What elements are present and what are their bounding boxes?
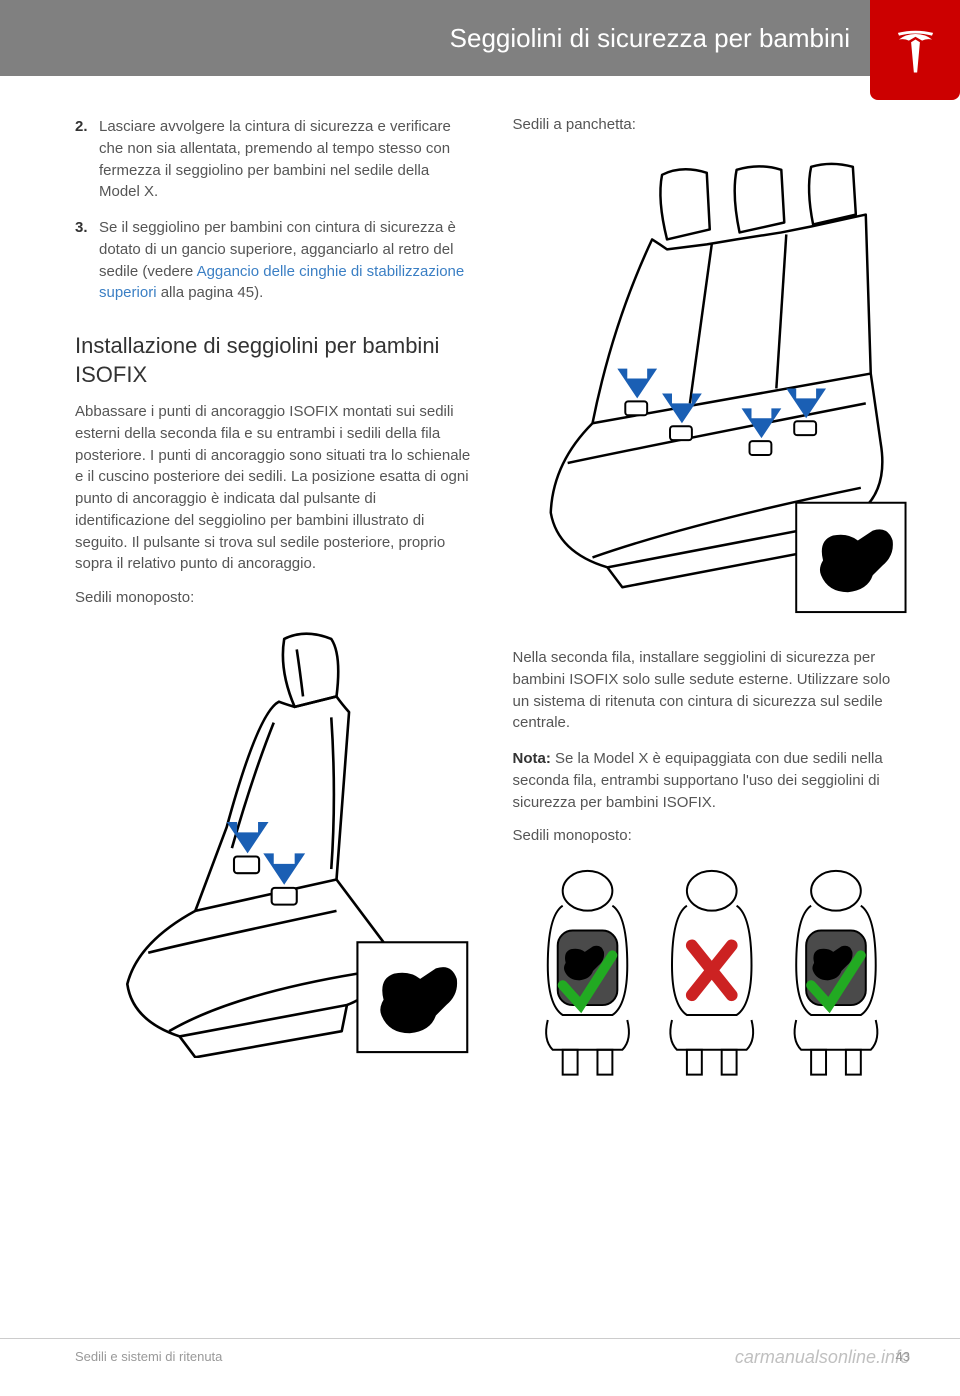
single-seat-illustration bbox=[75, 618, 472, 1057]
list-item-2: 2. Lasciare avvolgere la cintura di sicu… bbox=[75, 116, 473, 203]
header-bar: Seggiolini di sicurezza per bambini bbox=[0, 0, 960, 76]
tesla-logo-badge bbox=[870, 0, 960, 100]
left-column: 2. Lasciare avvolgere la cintura di sicu… bbox=[75, 116, 473, 1120]
caption-monoposto-left: Sedili monoposto: bbox=[75, 589, 473, 606]
list-number-3: 3. bbox=[75, 217, 99, 304]
list-text-3: Se il seggiolino per bambini con cintura… bbox=[99, 217, 473, 304]
three-seats-illustration bbox=[513, 856, 911, 1095]
bench-seat-illustration bbox=[513, 145, 911, 622]
tesla-logo-icon bbox=[888, 23, 943, 78]
watermark: carmanualsonline.info bbox=[735, 1347, 910, 1368]
note-model-x: Nota: Se la Model X è equipaggiata con d… bbox=[513, 748, 911, 813]
note-label: Nota: bbox=[513, 750, 556, 767]
list-number-2: 2. bbox=[75, 116, 99, 203]
figure-single-seat bbox=[75, 618, 473, 1062]
figure-three-seats bbox=[513, 856, 911, 1100]
heading-isofix: Installazione di seggiolini per bambini … bbox=[75, 332, 473, 389]
page-title: Seggiolini di sicurezza per bambini bbox=[450, 23, 850, 54]
isofix-second-row: Nella seconda fila, installare seggiolin… bbox=[513, 647, 911, 734]
caption-monoposto-right: Sedili monoposto: bbox=[513, 827, 911, 844]
right-column: Sedili a panchetta: bbox=[513, 116, 911, 1120]
isofix-description: Abbassare i punti di ancoraggio ISOFIX m… bbox=[75, 401, 473, 575]
content-area: 2. Lasciare avvolgere la cintura di sicu… bbox=[0, 76, 960, 1120]
figure-bench-seat bbox=[513, 145, 911, 627]
list-text-2: Lasciare avvolgere la cintura di sicurez… bbox=[99, 116, 473, 203]
footer-section: Sedili e sistemi di ritenuta bbox=[75, 1349, 222, 1364]
caption-panchetta: Sedili a panchetta: bbox=[513, 116, 911, 133]
list-item-3: 3. Se il seggiolino per bambini con cint… bbox=[75, 217, 473, 304]
